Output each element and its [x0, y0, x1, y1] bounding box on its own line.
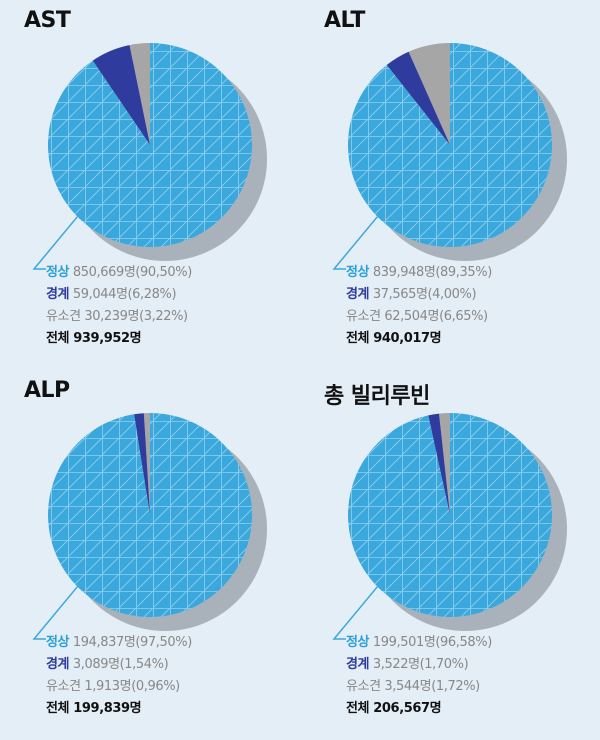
pie-slice-normal	[348, 413, 553, 617]
legend: 정상 194,837명(97,50%) 경계 3,089명(1,54%) 유소견…	[46, 632, 192, 720]
legend-label-total: 전체	[46, 331, 70, 346]
legend-label-abnormal: 유소견	[46, 309, 81, 324]
legend-label-normal: 정상	[46, 265, 70, 280]
legend-label-warning: 경계	[46, 657, 70, 672]
legend-value-total: 199,839명	[73, 701, 142, 716]
pie-slice-warning	[428, 413, 450, 515]
legend-count-normal: 839,948명	[372, 265, 436, 280]
legend-row-total: 전체 940,017명	[346, 328, 492, 350]
legend-row-normal: 정상 850,669명(90,50%)	[46, 262, 192, 284]
legend-label-normal: 정상	[346, 635, 370, 650]
pie-slice-warning	[134, 413, 150, 515]
legend-row-total: 전체 206,567명	[346, 698, 492, 720]
legend-percent-warning: (1,70%)	[419, 657, 469, 672]
legend-label-total: 전체	[346, 331, 370, 346]
legend-count-warning: 3,089명	[72, 657, 120, 672]
chart-title: ALP	[24, 378, 70, 403]
legend-count-abnormal: 3,544명	[384, 679, 432, 694]
legend-label-warning: 경계	[46, 287, 70, 302]
legend-row-normal: 정상 194,837명(97,50%)	[46, 632, 192, 654]
legend-label-abnormal: 유소견	[346, 309, 381, 324]
legend-value-total: 940,017명	[373, 331, 442, 346]
legend-label-normal: 정상	[346, 265, 370, 280]
leader-line	[332, 586, 378, 640]
legend-row-total: 전체 199,839명	[46, 698, 192, 720]
pie-slice-normal	[48, 43, 253, 248]
legend-label-total: 전체	[46, 701, 70, 716]
pie-chart	[332, 413, 567, 640]
leader-line	[332, 216, 378, 270]
legend-value-total: 939,952명	[73, 331, 142, 346]
legend-percent-abnormal: (0,96%)	[131, 679, 180, 694]
chart-panel-total-bilirubin: 총 빌리루빈 정상 199,501명(96,58%) 경계 3,522명(1,7…	[300, 370, 600, 740]
legend-percent-normal: (89,35%)	[435, 265, 492, 280]
legend-percent-normal: (97,50%)	[135, 635, 192, 650]
legend-row-normal: 정상 839,948명(89,35%)	[346, 262, 492, 284]
pie-slice-abnormal	[143, 413, 150, 515]
pie-chart	[32, 413, 267, 640]
legend-percent-warning: (1,54%)	[119, 657, 169, 672]
pie-chart	[332, 43, 567, 270]
pie-slice-abnormal	[408, 43, 450, 145]
legend-label-warning: 경계	[346, 287, 370, 302]
leader-line	[32, 216, 78, 270]
legend: 정상 199,501명(96,58%) 경계 3,522명(1,70%) 유소견…	[346, 632, 492, 720]
legend-row-warning: 경계 3,089명(1,54%)	[46, 654, 192, 676]
pie-slice-abnormal	[439, 413, 450, 515]
legend-count-abnormal: 30,239명	[84, 309, 140, 324]
chart-panel-alt: ALT 정상 839,948명(89,35%) 경계 37,565명(4,00%…	[300, 0, 600, 370]
pie-slice-warning	[386, 51, 450, 145]
legend-row-warning: 경계 37,565명(4,00%)	[346, 284, 492, 306]
legend-count-abnormal: 1,913명	[84, 679, 132, 694]
legend-percent-warning: (6,28%)	[127, 287, 177, 302]
pie-slice-warning	[92, 45, 150, 145]
legend-value-total: 206,567명	[373, 701, 442, 716]
legend-row-abnormal: 유소견 3,544명(1,72%)	[346, 676, 492, 698]
legend-row-normal: 정상 199,501명(96,58%)	[346, 632, 492, 654]
pie-slice-normal	[48, 413, 253, 617]
legend-row-abnormal: 유소견 1,913명(0,96%)	[46, 676, 192, 698]
legend-count-normal: 850,669명	[72, 265, 136, 280]
chart-title: 총 빌리루빈	[324, 384, 430, 409]
legend-row-warning: 경계 59,044명(6,28%)	[46, 284, 192, 306]
pie-slice-normal	[348, 43, 553, 247]
chart-title: ALT	[324, 8, 365, 33]
legend-percent-warning: (4,00%)	[427, 287, 477, 302]
legend-row-warning: 경계 3,522명(1,70%)	[346, 654, 492, 676]
legend-count-warning: 37,565명	[372, 287, 428, 302]
legend-count-abnormal: 62,504명	[384, 309, 440, 324]
legend-count-warning: 59,044명	[72, 287, 128, 302]
chart-title: AST	[24, 8, 71, 33]
legend-row-abnormal: 유소견 62,504명(6,65%)	[346, 306, 492, 328]
legend-label-abnormal: 유소견	[346, 679, 381, 694]
legend-label-abnormal: 유소견	[46, 679, 81, 694]
legend-count-normal: 199,501명	[372, 635, 436, 650]
legend-label-normal: 정상	[46, 635, 70, 650]
pie-slice-abnormal	[129, 43, 150, 145]
legend-row-abnormal: 유소견 30,239명(3,22%)	[46, 306, 192, 328]
legend: 정상 839,948명(89,35%) 경계 37,565명(4,00%) 유소…	[346, 262, 492, 350]
legend-count-normal: 194,837명	[72, 635, 136, 650]
legend-percent-normal: (96,58%)	[435, 635, 492, 650]
legend-row-total: 전체 939,952명	[46, 328, 192, 350]
chart-panel-alp: ALP 정상 194,837명(97,50%) 경계 3,089명(1,54%)…	[0, 370, 300, 740]
pie-chart	[32, 43, 267, 270]
legend-percent-abnormal: (1,72%)	[431, 679, 480, 694]
legend-percent-abnormal: (6,65%)	[439, 309, 488, 324]
leader-line	[32, 586, 78, 640]
legend-percent-normal: (90,50%)	[135, 265, 192, 280]
legend-label-total: 전체	[346, 701, 370, 716]
legend-count-warning: 3,522명	[372, 657, 420, 672]
legend: 정상 850,669명(90,50%) 경계 59,044명(6,28%) 유소…	[46, 262, 192, 350]
legend-label-warning: 경계	[346, 657, 370, 672]
chart-panel-ast: AST 정상 850,669명(90,50%) 경계 59,044명(6,28%…	[0, 0, 300, 370]
legend-percent-abnormal: (3,22%)	[139, 309, 188, 324]
